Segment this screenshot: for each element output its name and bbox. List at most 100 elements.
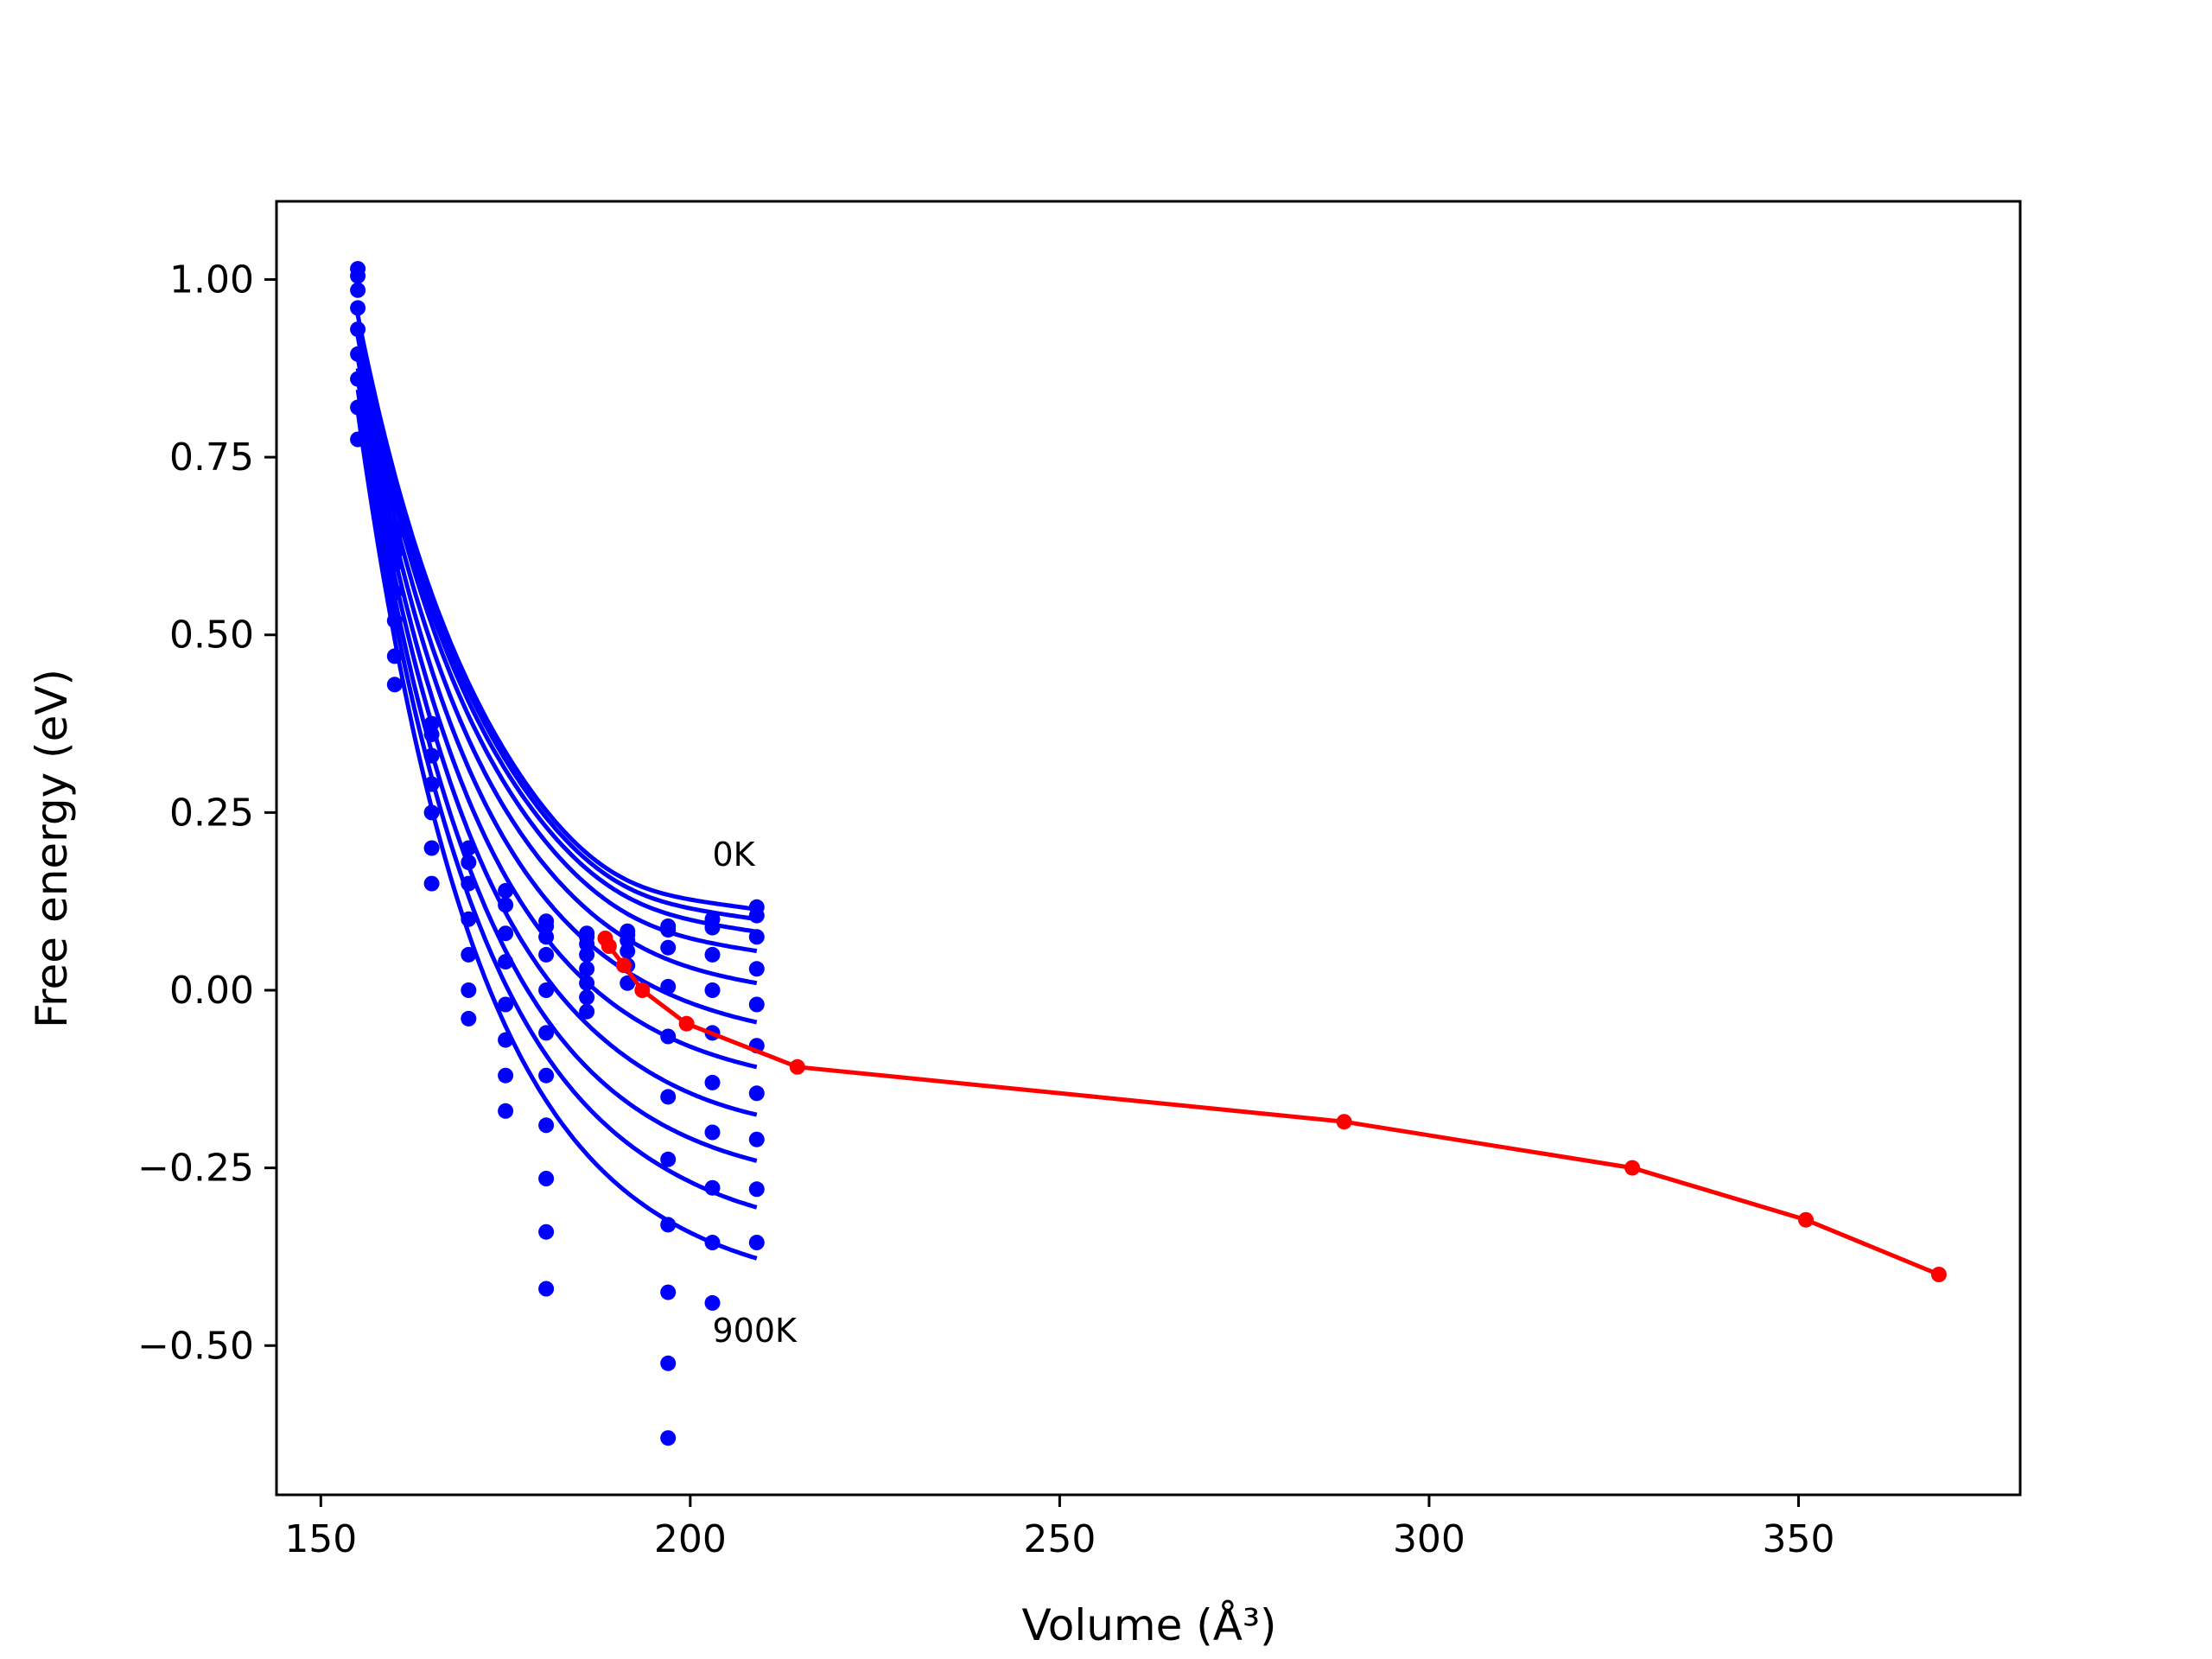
data-point-10-9 bbox=[748, 1235, 765, 1250]
x-axis-label: Volume (Å³) bbox=[1021, 1600, 1276, 1650]
data-point-8-1 bbox=[660, 922, 677, 938]
y-axis-label: Free energy (eV) bbox=[27, 669, 77, 1028]
annotation-900k: 900K bbox=[713, 1312, 798, 1350]
fit-curve-5 bbox=[355, 357, 758, 1025]
minima-point-2 bbox=[615, 957, 632, 974]
y-tick-label-1: 0.75 bbox=[169, 435, 254, 480]
data-point-1-8 bbox=[386, 677, 403, 693]
data-point-4-1 bbox=[498, 897, 514, 913]
y-tick-label-2: 0.50 bbox=[169, 613, 254, 658]
data-point-2-4 bbox=[423, 804, 440, 821]
data-point-9-9 bbox=[704, 1294, 721, 1311]
fit-curve-10 bbox=[355, 410, 758, 1261]
data-point-1-3 bbox=[386, 545, 403, 562]
data-point-4-5 bbox=[498, 1032, 514, 1048]
data-point-8-7 bbox=[660, 1217, 677, 1233]
data-point-3-0 bbox=[461, 840, 477, 856]
data-point-6-2 bbox=[579, 936, 595, 952]
data-point-0-8 bbox=[350, 431, 366, 448]
fit-curve-4 bbox=[355, 346, 758, 986]
data-point-5-8 bbox=[538, 1171, 555, 1186]
data-point-3-4 bbox=[461, 946, 477, 963]
data-point-8-4 bbox=[660, 1028, 677, 1045]
data-point-10-6 bbox=[748, 1085, 765, 1102]
data-point-3-2 bbox=[461, 875, 477, 892]
data-point-6-7 bbox=[579, 1003, 595, 1020]
data-point-2-2 bbox=[423, 747, 440, 764]
x-tick-label-3: 300 bbox=[1393, 1517, 1465, 1561]
annotation-0k: 0K bbox=[713, 836, 756, 874]
data-point-8-3 bbox=[660, 978, 677, 995]
fit-curve-6 bbox=[355, 367, 758, 1070]
minima-point-8 bbox=[1798, 1211, 1814, 1228]
data-point-5-6 bbox=[538, 1067, 555, 1084]
data-point-5-3 bbox=[538, 946, 555, 963]
minima-point-1 bbox=[601, 938, 617, 954]
fit-curve-9 bbox=[355, 399, 758, 1210]
fit-curve-0 bbox=[355, 315, 758, 912]
data-point-2-5 bbox=[423, 840, 440, 856]
axes-frame bbox=[275, 200, 2022, 1497]
axis-ticks: 150 200 250 300 350 1.00 0.75 0.50 0.25 0.00 −0.25… bbox=[137, 257, 1834, 1561]
data-point-0-2 bbox=[350, 282, 366, 298]
minima-line bbox=[603, 937, 1940, 1277]
data-point-9-6 bbox=[704, 1124, 721, 1141]
data-point-5-4 bbox=[538, 982, 555, 998]
data-point-2-6 bbox=[423, 875, 440, 892]
data-point-5-9 bbox=[538, 1224, 555, 1240]
data-point-3-1 bbox=[461, 855, 477, 870]
minima-point-9 bbox=[1930, 1267, 1947, 1282]
fit-curve-7 bbox=[355, 378, 758, 1117]
data-point-10-4 bbox=[748, 996, 765, 1013]
data-point-10-1 bbox=[748, 907, 765, 924]
minima-point-3 bbox=[634, 982, 651, 998]
data-point-6-3 bbox=[579, 946, 595, 963]
data-point-6-6 bbox=[579, 989, 595, 1006]
data-point-8-10 bbox=[660, 1430, 677, 1446]
data-point-4-4 bbox=[498, 996, 514, 1013]
y-tick-label-4: 0.00 bbox=[169, 969, 254, 1013]
x-tick-label-0: 150 bbox=[284, 1517, 357, 1561]
data-point-4-2 bbox=[498, 925, 514, 942]
fit-curve-3 bbox=[355, 335, 758, 954]
data-point-9-7 bbox=[704, 1179, 721, 1196]
data-point-7-3 bbox=[620, 943, 636, 959]
data-point-4-6 bbox=[498, 1067, 514, 1084]
data-point-9-8 bbox=[704, 1235, 721, 1250]
data-point-1-6 bbox=[386, 613, 403, 629]
data-point-8-8 bbox=[660, 1284, 677, 1300]
x-tick-label-1: 200 bbox=[654, 1517, 727, 1561]
data-point-0-6 bbox=[350, 371, 366, 387]
data-point-6-5 bbox=[579, 975, 595, 991]
data-point-9-2 bbox=[704, 946, 721, 963]
minima-point-5 bbox=[789, 1058, 805, 1075]
y-tick-label-5: −0.25 bbox=[137, 1147, 254, 1191]
data-point-4-7 bbox=[498, 1103, 514, 1119]
y-tick-label-0: 1.00 bbox=[169, 257, 254, 302]
x-tick-label-4: 350 bbox=[1762, 1517, 1834, 1561]
data-point-2-3 bbox=[423, 776, 440, 792]
data-point-9-3 bbox=[704, 982, 721, 998]
data-point-0-1 bbox=[350, 268, 366, 284]
minima-point-6 bbox=[1336, 1114, 1352, 1130]
plot-area bbox=[350, 261, 1947, 1446]
x-tick-label-2: 250 bbox=[1023, 1517, 1096, 1561]
data-point-10-3 bbox=[748, 961, 765, 977]
data-point-6-4 bbox=[579, 961, 595, 977]
y-tick-label-3: 0.25 bbox=[169, 791, 254, 835]
minima-point-4 bbox=[678, 1015, 695, 1032]
data-point-5-5 bbox=[538, 1025, 555, 1041]
data-point-1-7 bbox=[386, 648, 403, 664]
data-point-7-5 bbox=[620, 975, 636, 991]
data-point-2-1 bbox=[423, 726, 440, 742]
data-point-10-7 bbox=[748, 1131, 765, 1147]
data-point-5-1 bbox=[538, 918, 555, 934]
data-point-3-3 bbox=[461, 911, 477, 927]
data-point-1-4 bbox=[386, 556, 403, 572]
y-tick-label-6: −0.50 bbox=[137, 1324, 254, 1368]
data-point-5-10 bbox=[538, 1281, 555, 1297]
data-point-8-2 bbox=[660, 939, 677, 956]
data-point-10-8 bbox=[748, 1181, 765, 1198]
data-point-1-5 bbox=[386, 584, 403, 601]
